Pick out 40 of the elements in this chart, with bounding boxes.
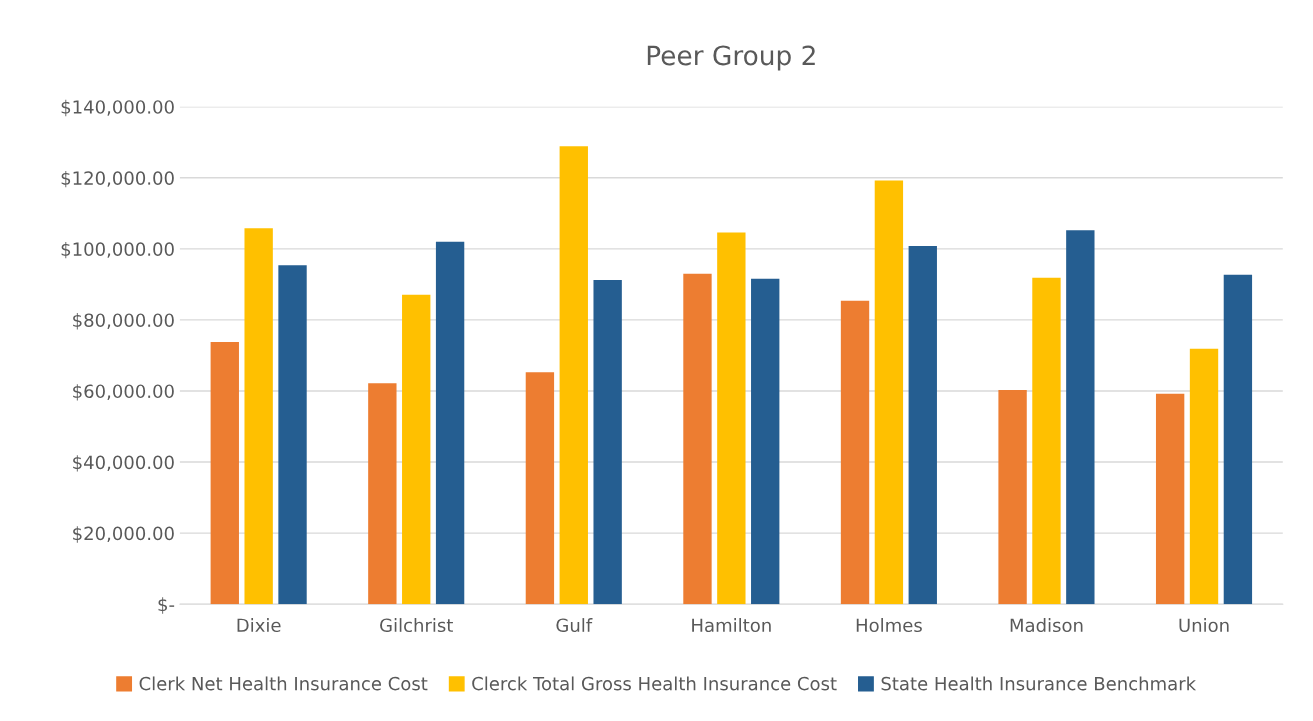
bar bbox=[1066, 230, 1095, 605]
bar bbox=[874, 180, 904, 605]
x-tick-label: Gilchrist bbox=[380, 618, 453, 633]
bar bbox=[593, 280, 622, 605]
bar bbox=[683, 273, 712, 605]
bar bbox=[1032, 277, 1061, 605]
y-tick-label: $120,000.00 bbox=[61, 170, 174, 188]
bar bbox=[998, 389, 1027, 605]
bar bbox=[244, 228, 273, 605]
x-tick-label: Gulf bbox=[556, 618, 593, 633]
y-tick-label: $20,000.00 bbox=[73, 526, 174, 543]
bar bbox=[525, 372, 555, 605]
legend-label: State Health Insurance Benchmark bbox=[881, 676, 1197, 691]
x-tick-label: Union bbox=[1179, 618, 1229, 633]
bar bbox=[402, 294, 431, 605]
y-tick-label: $40,000.00 bbox=[73, 455, 174, 472]
chart-title: Peer Group 2 bbox=[647, 45, 815, 71]
y-tick-label: $100,000.00 bbox=[61, 241, 174, 259]
bar bbox=[1155, 393, 1185, 605]
bar bbox=[717, 232, 746, 605]
x-tick-label: Holmes bbox=[856, 618, 922, 633]
legend-label: Clerk Net Health Insurance Cost bbox=[139, 676, 428, 691]
bar bbox=[840, 300, 870, 605]
y-tick-label: $140,000.00 bbox=[61, 99, 174, 117]
bar bbox=[751, 278, 780, 605]
bar bbox=[210, 341, 239, 605]
bar bbox=[1189, 348, 1219, 605]
bar bbox=[1223, 274, 1253, 605]
bar bbox=[368, 383, 397, 605]
x-tick-label: Madison bbox=[1010, 618, 1083, 633]
bar bbox=[559, 146, 588, 605]
y-tick-label: $60,000.00 bbox=[73, 384, 174, 401]
y-tick-label: $- bbox=[158, 597, 175, 614]
legend-label: Clerck Total Gross Health Insurance Cost bbox=[472, 676, 837, 691]
bar bbox=[908, 246, 937, 605]
bar bbox=[435, 241, 465, 605]
y-tick-label: $80,000.00 bbox=[73, 313, 174, 330]
x-tick-label: Dixie bbox=[237, 618, 281, 633]
x-tick-label: Hamilton bbox=[692, 618, 771, 633]
bar bbox=[278, 265, 307, 605]
